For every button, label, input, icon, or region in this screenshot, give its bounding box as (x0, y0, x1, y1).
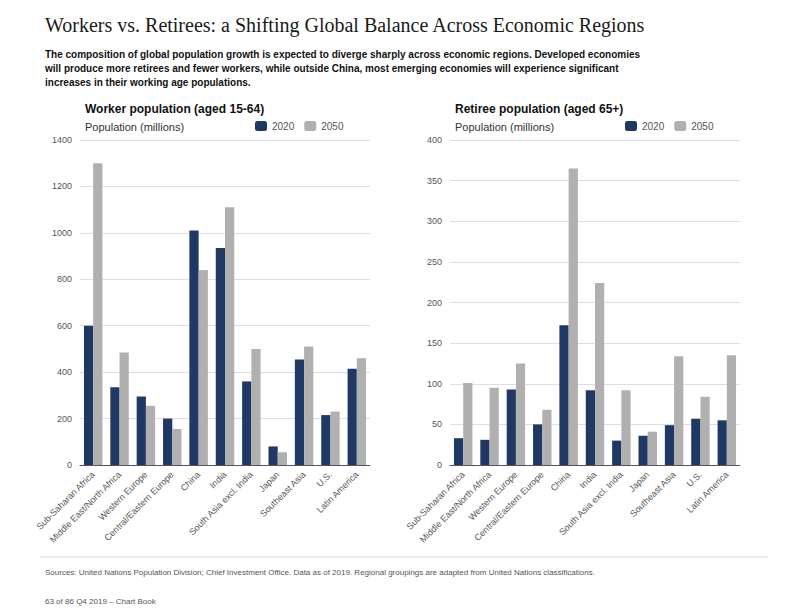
svg-text:U.S.: U.S. (315, 469, 334, 488)
svg-text:China: China (178, 469, 202, 493)
svg-text:350: 350 (427, 176, 442, 186)
svg-text:1000: 1000 (52, 228, 72, 238)
svg-text:0: 0 (437, 460, 442, 470)
svg-text:China: China (548, 469, 572, 493)
svg-text:150: 150 (427, 338, 442, 348)
svg-text:2020: 2020 (642, 121, 665, 132)
svg-text:Middle East/North Africa: Middle East/North Africa (417, 469, 494, 545)
svg-text:1200: 1200 (52, 181, 72, 191)
svg-text:Sub-Saharan Africa: Sub-Saharan Africa (404, 469, 467, 532)
svg-text:increases in their working age: increases in their working age populatio… (45, 77, 251, 88)
svg-text:Central/Eastern Europe: Central/Eastern Europe (102, 469, 175, 542)
svg-text:will produce more retirees and: will produce more retirees and fewer wor… (44, 63, 619, 74)
svg-text:100: 100 (427, 379, 442, 389)
svg-text:U.S.: U.S. (685, 469, 704, 488)
svg-text:Retiree population (aged 65+): Retiree population (aged 65+) (455, 102, 623, 116)
svg-text:Japan: Japan (627, 469, 651, 493)
svg-text:1400: 1400 (52, 135, 72, 145)
svg-text:200: 200 (427, 298, 442, 308)
svg-text:Western Europe: Western Europe (466, 469, 520, 523)
svg-text:Southeast Asia: Southeast Asia (258, 469, 307, 518)
svg-text:2050: 2050 (321, 121, 344, 132)
svg-text:300: 300 (427, 216, 442, 226)
svg-text:The composition of global popu: The composition of global population gro… (45, 49, 641, 60)
svg-text:2050: 2050 (691, 121, 714, 132)
svg-text:India: India (578, 469, 599, 490)
svg-text:Central/Eastern Europe: Central/Eastern Europe (472, 469, 545, 542)
svg-text:600: 600 (57, 321, 72, 331)
svg-text:Latin America: Latin America (685, 469, 731, 515)
svg-text:Population (millions): Population (millions) (455, 121, 554, 133)
svg-text:250: 250 (427, 257, 442, 267)
svg-text:50: 50 (432, 419, 442, 429)
svg-text:200: 200 (57, 414, 72, 424)
svg-text:Sources: United Nations Popula: Sources: United Nations Population Divis… (45, 568, 595, 577)
svg-text:63 of 86 Q4 2019 – Chart Book: 63 of 86 Q4 2019 – Chart Book (45, 597, 157, 606)
svg-text:800: 800 (57, 274, 72, 284)
svg-text:Western Europe: Western Europe (96, 469, 150, 523)
svg-text:South Asia excl. India: South Asia excl. India (557, 469, 625, 537)
svg-text:400: 400 (427, 135, 442, 145)
svg-text:Workers vs. Retirees: a Shifti: Workers vs. Retirees: a Shifting Global … (45, 14, 645, 37)
svg-text:Population (millions): Population (millions) (85, 121, 184, 133)
svg-text:Middle East/North Africa: Middle East/North Africa (47, 469, 124, 545)
svg-text:Japan: Japan (257, 469, 281, 493)
svg-text:South Asia excl. India: South Asia excl. India (187, 469, 255, 537)
svg-text:0: 0 (67, 460, 72, 470)
svg-text:Latin America: Latin America (315, 469, 361, 515)
svg-text:Southeast Asia: Southeast Asia (628, 469, 677, 518)
svg-text:2020: 2020 (272, 121, 295, 132)
svg-text:Worker population (aged 15-64): Worker population (aged 15-64) (85, 102, 264, 116)
svg-text:400: 400 (57, 367, 72, 377)
svg-text:Sub-Saharan Africa: Sub-Saharan Africa (34, 469, 97, 532)
svg-text:India: India (208, 469, 229, 490)
